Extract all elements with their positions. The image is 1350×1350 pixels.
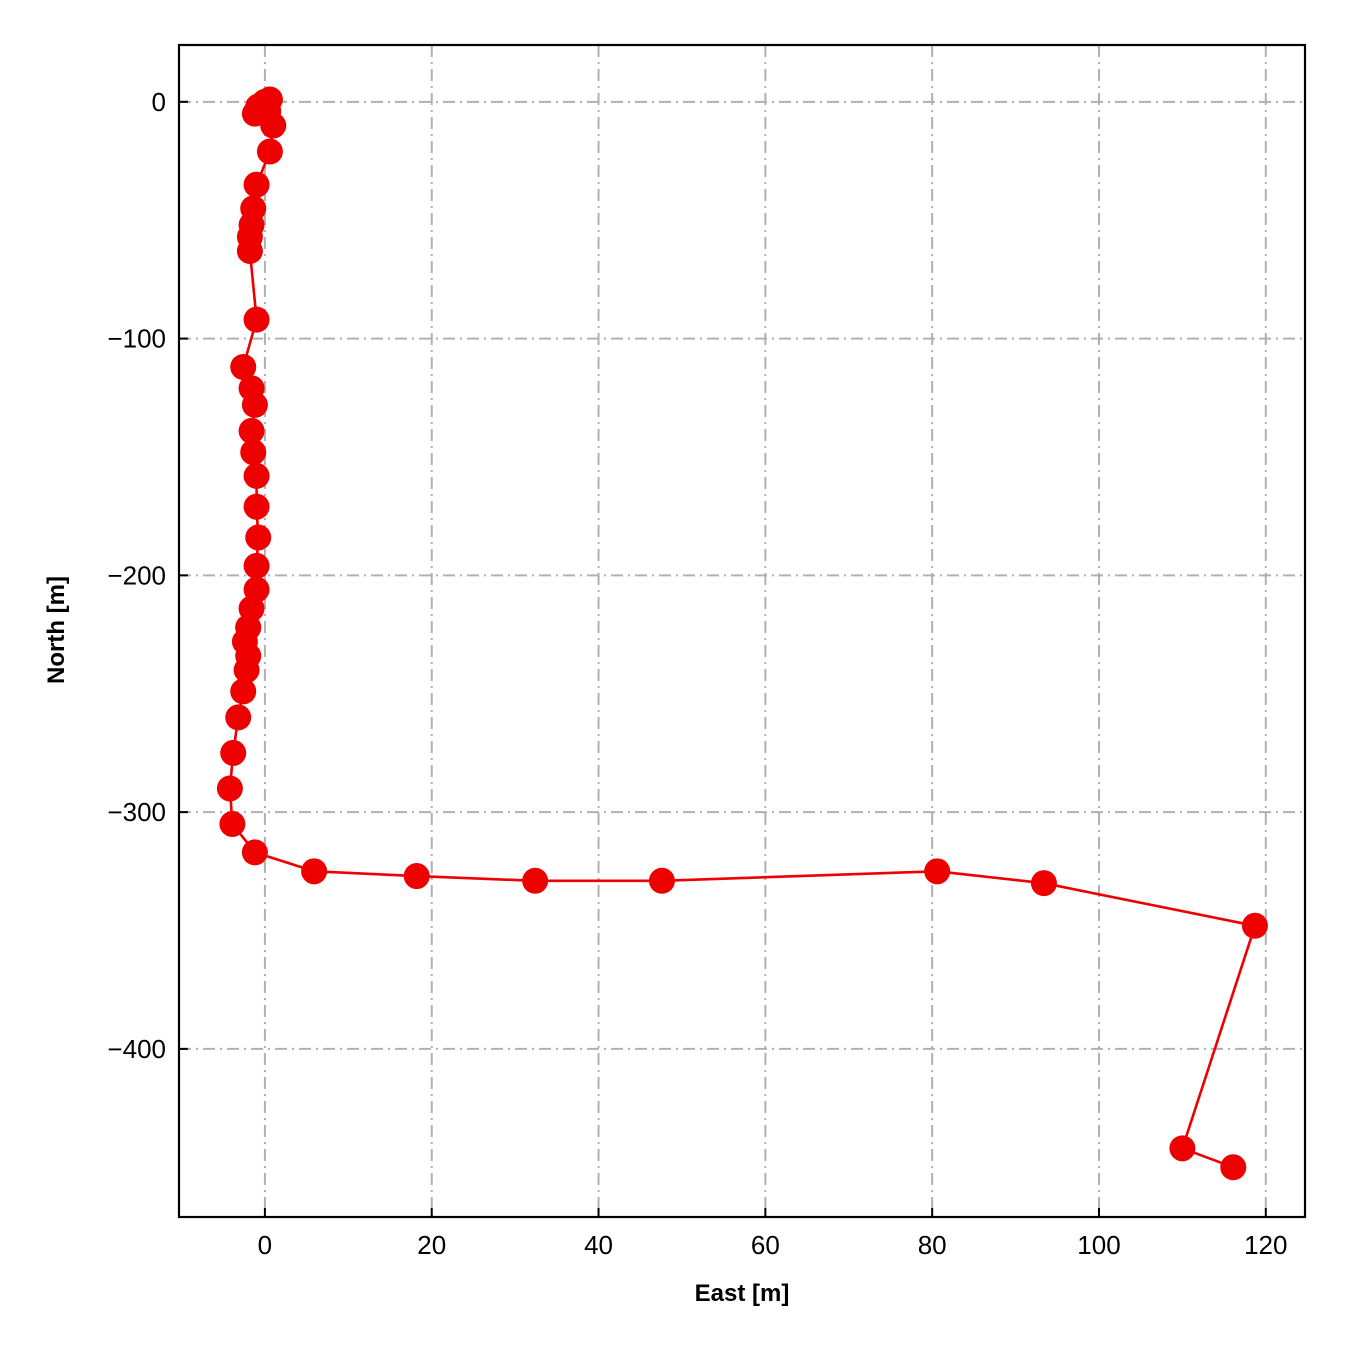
track-point xyxy=(243,462,270,489)
y-tick-label: −200 xyxy=(107,560,166,590)
track-point xyxy=(301,858,328,885)
track-point xyxy=(220,739,247,766)
track-point xyxy=(256,138,283,165)
track-point xyxy=(230,354,257,381)
track-point xyxy=(241,391,268,418)
track-point xyxy=(216,775,243,802)
track-point xyxy=(236,237,263,264)
track-point xyxy=(1220,1154,1247,1181)
y-tick-label: −300 xyxy=(107,797,166,827)
x-axis-label: East [m] xyxy=(695,1280,790,1307)
track-point xyxy=(219,810,246,837)
x-tick-label: 40 xyxy=(584,1230,613,1260)
track-point xyxy=(243,306,270,333)
track-point xyxy=(522,867,549,894)
x-tick-label: 0 xyxy=(258,1230,272,1260)
track-point xyxy=(241,839,268,866)
grid-lines xyxy=(179,45,1305,1217)
axis-ticks: 0 20 40 60 80 100 120 0 −100 −200 −300 −400 xyxy=(107,87,1287,1260)
track-point xyxy=(230,678,257,705)
track-point xyxy=(233,657,260,684)
y-tick-label: −400 xyxy=(107,1034,166,1064)
x-tick-label: 20 xyxy=(417,1230,446,1260)
plot-frame xyxy=(177,43,1307,1219)
track-point xyxy=(924,858,951,885)
track-point xyxy=(243,552,270,579)
x-tick-label: 120 xyxy=(1244,1230,1287,1260)
track-point xyxy=(243,171,270,198)
track-point xyxy=(648,867,675,894)
track-point xyxy=(403,863,430,890)
track-point xyxy=(240,439,267,466)
track-point xyxy=(238,417,265,444)
x-tick-label: 60 xyxy=(751,1230,780,1260)
track-point xyxy=(1241,912,1268,939)
x-tick-label: 100 xyxy=(1077,1230,1120,1260)
series-track xyxy=(216,86,1268,1181)
y-axis-label: North [m] xyxy=(43,576,70,684)
track-point xyxy=(235,614,262,641)
track-point xyxy=(1169,1135,1196,1162)
y-tick-label: −100 xyxy=(107,324,166,354)
y-tick-label: 0 xyxy=(152,87,166,117)
track-point xyxy=(243,493,270,520)
x-tick-label: 80 xyxy=(918,1230,947,1260)
track-point xyxy=(260,112,287,139)
track-point xyxy=(1030,870,1057,897)
track-point xyxy=(245,524,272,551)
track-point xyxy=(225,704,252,731)
